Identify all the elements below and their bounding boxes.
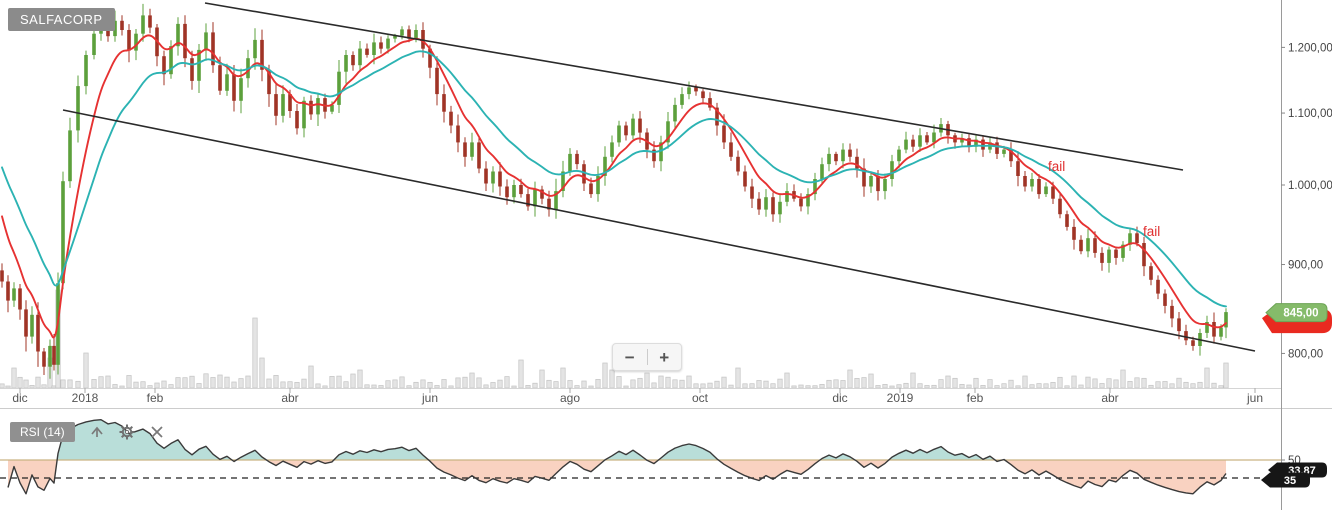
price-axis: 1.200,00 1.100,00 1.000,00 900,00 800,00 (0, 0, 1332, 408)
fast-ma (1, 34, 1227, 339)
time-axis-label: abr (1101, 391, 1118, 405)
time-axis-label: ago (560, 391, 580, 405)
zoom-in-button[interactable]: + (648, 344, 682, 370)
price-tick-label: 1.100,00 (1288, 108, 1332, 120)
close-icon[interactable] (149, 424, 165, 440)
last-price-label: 845,00 (1283, 308, 1318, 320)
slow-ma (1, 50, 1227, 308)
rsi-fills (8, 419, 1226, 494)
time-axis-label: 2018 (72, 391, 99, 405)
time-axis-label: jun (421, 391, 438, 405)
zoom-controls: − + (612, 343, 682, 371)
price-tick-label: 1.200,00 (1288, 42, 1332, 54)
collapse-icon[interactable] (89, 424, 105, 440)
annotations-layer[interactable]: fail fail (1048, 159, 1160, 239)
rsi-axis: 50 (1281, 408, 1301, 510)
time-axis: dic 2018 feb abr jun ago oct dic 2019 feb abr jun (12, 388, 1263, 405)
time-axis-label: feb (967, 391, 984, 405)
time-axis-label: 2019 (887, 391, 914, 405)
price-tick-label: 800,00 (1288, 348, 1323, 360)
time-axis-label: feb (147, 391, 164, 405)
fail-annotation[interactable]: fail (1048, 159, 1065, 174)
rsi-oversold-tag: 35 (1284, 475, 1296, 487)
settings-icon[interactable] (119, 424, 135, 440)
rsi-line (7, 418, 1227, 495)
time-axis-label: oct (692, 391, 709, 405)
fail-annotation[interactable]: fail (1143, 224, 1160, 239)
time-axis-label: dic (12, 391, 27, 405)
trend-channel[interactable] (62, 2, 1256, 352)
last-price-tag: 845,00 (1262, 303, 1332, 334)
candles-layer (0, 3, 1228, 379)
rsi-levels (0, 459, 1281, 479)
price-chart[interactable]: fail fail 1.200,00 1.100,00 1.000,00 900,00 80… (0, 0, 1332, 408)
time-axis-label: jun (1246, 391, 1263, 405)
zoom-controls-divider (646, 349, 648, 365)
symbol-badge: SALFACORP (8, 8, 115, 31)
rsi-indicator-badge[interactable]: RSI (14) (10, 422, 75, 442)
price-tick-label: 1.000,00 (1288, 180, 1332, 192)
volume-bars (0, 289, 1229, 389)
time-axis-label: abr (281, 391, 298, 405)
rsi-header: RSI (14) (10, 422, 165, 442)
zoom-out-button[interactable]: − (613, 344, 647, 370)
price-tick-label: 900,00 (1288, 260, 1323, 272)
time-axis-label: dic (832, 391, 847, 405)
